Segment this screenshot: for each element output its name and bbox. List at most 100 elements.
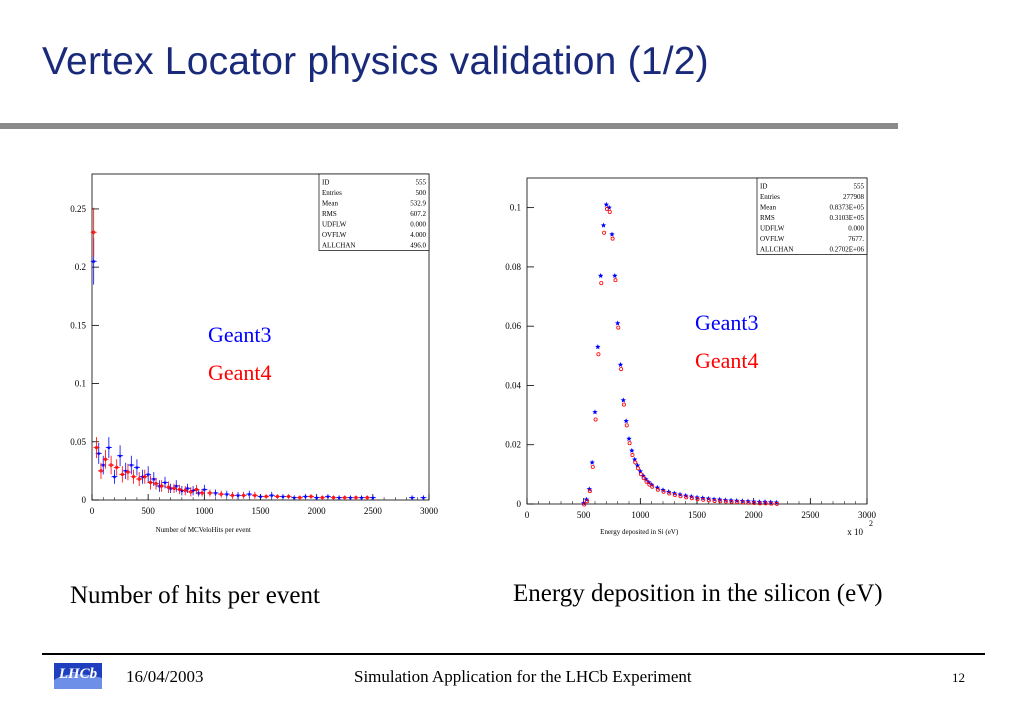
- data-point: [593, 417, 598, 422]
- data-point: [154, 482, 158, 486]
- data-point: [619, 367, 624, 372]
- data-point: [644, 479, 649, 484]
- data-point: [616, 325, 621, 330]
- y-tick-label: 0: [517, 499, 522, 509]
- stats-value: 0.8373E+05: [830, 204, 865, 212]
- data-point: [602, 230, 607, 235]
- stats-value: 0.000: [848, 225, 864, 233]
- y-tick-label: 0.06: [505, 321, 521, 331]
- data-point: [610, 236, 615, 241]
- data-point: [146, 472, 151, 477]
- data-point: [99, 469, 103, 473]
- x-tick-label: 0: [90, 506, 95, 516]
- data-point: [609, 231, 615, 237]
- stats-key: RMS: [322, 210, 337, 218]
- data-point: [258, 494, 263, 499]
- footer-title: Simulation Application for the LHCb Expe…: [354, 667, 692, 686]
- data-point: [607, 210, 612, 215]
- stats-value: 7677.: [848, 235, 864, 243]
- data-point: [634, 462, 641, 468]
- data-point: [582, 502, 587, 507]
- data-point: [683, 492, 689, 498]
- x-tick-label: 2500: [364, 506, 383, 516]
- data-point: [717, 496, 723, 502]
- data-point: [359, 495, 364, 500]
- x-tick-label: 2000: [745, 510, 764, 520]
- x-tick-label: 3000: [420, 506, 439, 516]
- energy-deposition-plot: 0 500 1000 1500 2000 2500 3000 0 0.02 0.04 0.06 0.0…: [495, 168, 895, 542]
- data-point: [115, 465, 119, 470]
- data-point: [706, 498, 711, 503]
- data-point: [159, 484, 164, 488]
- data-point: [275, 494, 280, 499]
- data-point: [103, 457, 108, 461]
- data-point: [700, 495, 706, 501]
- data-point: [678, 494, 683, 499]
- data-point: [592, 409, 598, 415]
- data-point: [671, 490, 677, 496]
- y-tick-label: 0.08: [505, 262, 521, 272]
- data-point: [623, 418, 629, 424]
- stats-box: ID 555 Entries 277908 Mean 0.8373E+05 RMS 0.310…: [756, 177, 868, 255]
- data-point: [292, 495, 297, 500]
- x-tick-label: 1000: [195, 506, 214, 516]
- x-tick-label: 2500: [801, 510, 820, 520]
- stats-box-frame: [756, 177, 868, 255]
- data-point: [247, 491, 252, 496]
- data-point: [269, 493, 274, 498]
- data-point: [230, 493, 235, 497]
- data-point: [219, 492, 223, 496]
- stats-value: 555: [854, 183, 865, 191]
- series-geant3: [90, 238, 427, 500]
- data-point: [599, 281, 604, 286]
- data-point: [208, 491, 212, 495]
- data-point: [172, 486, 176, 491]
- footer-date: 16/04/2003: [126, 667, 204, 686]
- data-point: [185, 486, 190, 491]
- data-point: [627, 441, 632, 446]
- data-point: [617, 361, 624, 367]
- y-tick-label: 0.2: [75, 262, 86, 272]
- data-point: [615, 320, 621, 326]
- data-point: [590, 464, 595, 469]
- x-multiplier-exp: 2: [869, 519, 873, 528]
- data-point: [200, 491, 204, 495]
- data-point: [729, 499, 734, 504]
- data-point: [689, 496, 694, 501]
- data-point: [585, 499, 590, 504]
- data-point: [624, 423, 629, 428]
- lhcb-logo-graphic: LHCb: [54, 663, 102, 689]
- data-point: [365, 496, 369, 500]
- data-point: [143, 475, 147, 479]
- data-point: [638, 472, 643, 477]
- data-point: [667, 491, 672, 496]
- data-point: [112, 474, 117, 479]
- data-point: [168, 486, 173, 491]
- x-axis-label: Energy deposited in Si (eV): [600, 528, 679, 536]
- stats-value: 496.0: [410, 242, 426, 250]
- data-point: [763, 501, 768, 506]
- data-point: [600, 222, 607, 228]
- data-point: [131, 475, 136, 479]
- data-point: [596, 352, 601, 357]
- stats-value: 532.9: [410, 200, 426, 208]
- data-point: [637, 468, 643, 474]
- chart-svg: 0 500 1000 1500 2000 2500 3000 0 0.02 0.04 0.06 0.0…: [505, 177, 877, 537]
- data-point: [179, 488, 184, 493]
- data-point: [354, 496, 358, 500]
- x-axis-label: Number of MCVeloHits per event: [156, 526, 251, 534]
- footer-rule: [42, 653, 985, 655]
- data-point: [604, 207, 609, 212]
- hits-per-event-plot: 0 500 1000 1500 2000 2500 3000 0 0.05 0.1 0.15 0.2 0…: [56, 168, 448, 538]
- y-tick-label: 0.04: [505, 380, 521, 390]
- data-point: [120, 472, 124, 477]
- x-tick-label: 1000: [631, 510, 650, 520]
- data-point: [735, 500, 740, 505]
- data-point: [626, 436, 632, 442]
- data-point: [151, 476, 156, 481]
- stats-box: ID 555 Entries 500 Mean 532.9 RMS 607.2 UDFLW 0.0…: [318, 173, 430, 251]
- data-point: [309, 494, 313, 499]
- data-point: [650, 484, 655, 489]
- data-point: [654, 484, 660, 490]
- y-tick-label: 0: [82, 495, 87, 505]
